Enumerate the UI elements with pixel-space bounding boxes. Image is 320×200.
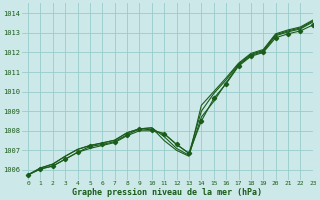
X-axis label: Graphe pression niveau de la mer (hPa): Graphe pression niveau de la mer (hPa) bbox=[72, 188, 262, 197]
